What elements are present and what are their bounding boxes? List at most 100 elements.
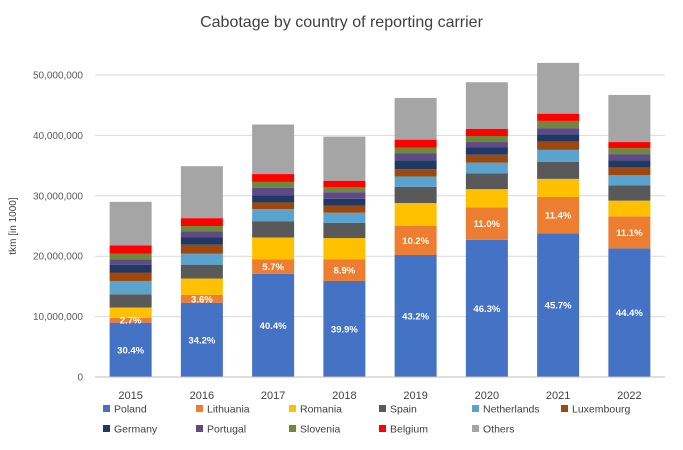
- bar-segment-netherlands-2016: [180, 253, 223, 265]
- bar-segment-belgium-2020: [465, 128, 508, 137]
- bar-segment-luxembourg-2017: [252, 202, 295, 210]
- legend-item-slovenia: Slovenia: [289, 424, 340, 436]
- bar-segment-belgium-2015: [109, 245, 152, 254]
- bar-segment-slovenia-2017: [252, 181, 295, 188]
- bar-segment-luxembourg-2020: [465, 154, 508, 163]
- bar-segment-netherlands-2020: [465, 162, 508, 174]
- legend-label: Portugal: [207, 424, 246, 436]
- bar-segment-slovenia-2021: [537, 120, 580, 129]
- y-axis-ticks: 0 10,000,000 20,000,000 30,000,000 40,000,00…: [33, 71, 84, 384]
- bar-segment-lithuania-2020: [465, 207, 508, 240]
- legend-swatch: [472, 405, 479, 412]
- data-labels: 30.4% 2.7% 34.2% 3.6% 40.4% 5.7% 39.9% 8.9% 43.2…: [117, 211, 643, 357]
- x-tick-label: 2022: [617, 390, 641, 402]
- bar-segment-portugal-2016: [180, 231, 223, 238]
- bar-segment-lithuania-2019: [394, 226, 437, 255]
- x-axis-ticks: 2015 2016 2017 2018 2019 2020 2021 2022: [118, 390, 641, 402]
- legend-swatch: [379, 425, 386, 432]
- bar-segment-others-2015: [109, 201, 152, 246]
- bar-segment-luxembourg-2018: [323, 205, 366, 213]
- data-label-lithuania-2020: 11.0%: [474, 219, 501, 230]
- legend-label: Lithuania: [207, 404, 250, 416]
- y-tick-label: 0: [77, 373, 83, 384]
- legend-swatch: [196, 405, 203, 412]
- bars: [109, 62, 651, 377]
- bar-segment-romania-2015: [109, 307, 152, 318]
- legend-label: Luxembourg: [572, 404, 631, 416]
- data-label-lithuania-2021: 11.4%: [545, 211, 572, 222]
- bar-segment-netherlands-2018: [323, 212, 366, 223]
- bar-segment-poland-2016: [180, 302, 223, 377]
- bar-segment-lithuania-2016: [180, 294, 223, 303]
- data-label-poland-2019: 43.2%: [402, 311, 429, 322]
- legend-item-luxembourg: Luxembourg: [561, 404, 631, 416]
- legend-swatch: [289, 425, 296, 432]
- bar-segment-others-2018: [323, 136, 366, 181]
- legend-label: Spain: [390, 404, 417, 416]
- bar-segment-spain-2018: [323, 222, 366, 239]
- bar-segment-poland-2017: [252, 273, 295, 377]
- bar-segment-lithuania-2018: [323, 259, 366, 281]
- bar-segment-slovenia-2015: [109, 253, 152, 260]
- data-label-poland-2015: 30.4%: [117, 345, 144, 356]
- legend-label: Germany: [114, 424, 158, 436]
- legend-label: Poland: [114, 404, 147, 416]
- data-label-lithuania-2022: 11.1%: [616, 228, 643, 239]
- bar-segment-slovenia-2016: [180, 226, 223, 232]
- legend-swatch: [103, 425, 110, 432]
- y-axis-label: tkm [in 1000]: [8, 197, 19, 254]
- legend: Poland Lithuania Romania Spain Netherlands Lu…: [103, 404, 631, 436]
- bar-segment-others-2020: [465, 82, 508, 129]
- legend-item-poland: Poland: [103, 404, 147, 416]
- bar-segment-belgium-2021: [537, 113, 580, 121]
- legend-label: Slovenia: [300, 424, 340, 436]
- legend-swatch: [561, 405, 568, 412]
- y-tick-label: 50,000,000: [33, 71, 83, 82]
- legend-label: Others: [483, 424, 515, 436]
- x-tick-label: 2019: [403, 390, 427, 402]
- y-tick-label: 30,000,000: [33, 191, 83, 202]
- bar-segment-lithuania-2017: [252, 259, 295, 274]
- bar-segment-others-2016: [180, 166, 223, 219]
- data-label-poland-2020: 46.3%: [473, 304, 500, 315]
- bar-segment-netherlands-2021: [537, 149, 580, 162]
- data-label-poland-2017: 40.4%: [260, 321, 287, 332]
- chart-title: Cabotage by country of reporting carrier: [200, 14, 483, 31]
- legend-swatch: [289, 405, 296, 412]
- legend-label: Netherlands: [483, 404, 540, 416]
- legend-swatch: [379, 405, 386, 412]
- bar-segment-netherlands-2019: [394, 176, 437, 187]
- bar-segment-germany-2018: [323, 198, 366, 206]
- bar-segment-slovenia-2018: [323, 187, 366, 193]
- x-tick-label: 2021: [546, 390, 570, 402]
- legend-item-belgium: Belgium: [379, 424, 428, 436]
- data-label-poland-2018: 39.9%: [331, 324, 358, 335]
- bar-segment-poland-2022: [608, 248, 651, 377]
- legend-item-netherlands: Netherlands: [472, 404, 540, 416]
- x-tick-label: 2018: [332, 390, 356, 402]
- bar-segment-spain-2015: [109, 294, 152, 308]
- bar-segment-netherlands-2017: [252, 209, 295, 222]
- bar-segment-germany-2022: [608, 160, 651, 168]
- bar-segment-slovenia-2019: [394, 147, 437, 154]
- legend-swatch: [472, 425, 479, 432]
- bar-segment-poland-2019: [394, 254, 437, 377]
- bar-segment-luxembourg-2019: [394, 169, 437, 177]
- bar-segment-belgium-2017: [252, 174, 295, 182]
- bar-segment-romania-2017: [252, 237, 295, 260]
- bar-segment-poland-2021: [537, 233, 580, 377]
- data-label-lithuania-2018: 8.9%: [334, 266, 356, 277]
- bar-segment-lithuania-2022: [608, 216, 651, 249]
- bar-segment-slovenia-2020: [465, 136, 508, 143]
- bar-segment-portugal-2020: [465, 142, 508, 148]
- x-tick-label: 2015: [118, 390, 142, 402]
- bar-segment-belgium-2018: [323, 180, 366, 188]
- bar-segment-poland-2020: [465, 239, 508, 377]
- legend-swatch: [103, 405, 110, 412]
- data-label-lithuania-2015: 2.7%: [120, 316, 142, 327]
- y-tick-label: 10,000,000: [33, 312, 83, 323]
- bar-segment-lithuania-2021: [537, 197, 580, 234]
- legend-item-lithuania: Lithuania: [196, 404, 250, 416]
- bar-segment-romania-2022: [608, 200, 651, 217]
